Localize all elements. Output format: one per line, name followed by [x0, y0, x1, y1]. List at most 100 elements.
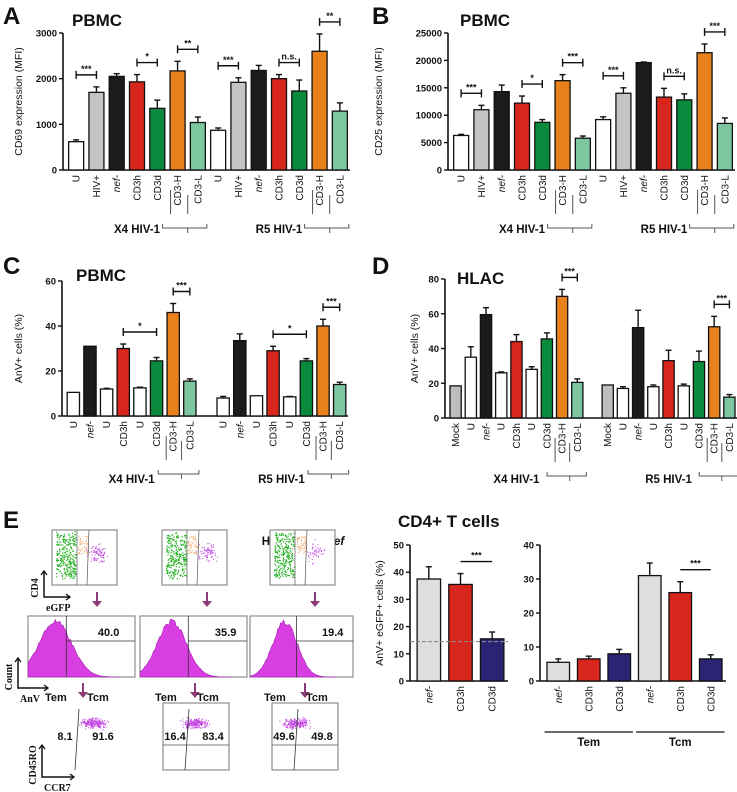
category-label: CD3-L	[725, 423, 736, 452]
bar-HIV+	[88, 91, 105, 171]
category-label: CD3h	[133, 175, 144, 201]
category-label: CD3-H	[173, 175, 184, 206]
bar-CD3d	[479, 638, 505, 682]
x-axis-label: eGFP	[46, 603, 70, 614]
category-label: CD3d	[153, 175, 164, 201]
category-label: CD3-L	[720, 175, 731, 204]
y-tick-label: 20	[393, 622, 404, 633]
category-label: CD3h	[456, 686, 467, 712]
arrowhead-icon	[202, 601, 212, 607]
category-label: CD3d	[615, 686, 626, 712]
chart-title: PBMC	[72, 11, 122, 30]
chart-2: PBMC AnV+ cells (%) 0 20 40 60 U nef- U CD3h U CD3d…	[13, 266, 350, 486]
category-label: nef-	[634, 422, 645, 440]
bar-CD3-H	[696, 52, 713, 171]
tcm-percent: 83.4	[202, 731, 224, 743]
category-label: CD3h	[664, 423, 675, 449]
bar-CD3d	[149, 360, 164, 417]
bar-nef-	[631, 326, 645, 419]
tem-gate-label: Tem	[155, 692, 177, 704]
label-connector	[157, 436, 200, 479]
chart-4: CD4+ T cells AnV+ eGFP+ cells (%) 0 10 20 30 4…	[374, 512, 508, 712]
bar-Mock	[449, 385, 462, 419]
bar-CD3-H	[169, 70, 186, 171]
y-tick-label: 25000	[416, 29, 442, 40]
y-axis-label: CD45RO	[28, 745, 39, 785]
significance-label: *	[530, 73, 534, 83]
y-tick-label: 30	[523, 575, 534, 586]
bar-CD3-L	[716, 122, 734, 171]
bar-CD3h	[576, 658, 601, 682]
bar-CD3d	[692, 360, 706, 419]
y-tick-label: 20000	[416, 56, 442, 67]
bar-CD3-H	[316, 325, 330, 417]
y-tick-label: 30	[393, 595, 404, 606]
label-connector	[546, 438, 587, 481]
chart-title: CD4+ T cells	[398, 512, 500, 531]
bar-CD3-H	[166, 311, 181, 417]
label-connector	[698, 438, 737, 481]
tem-gate-label: Tem	[45, 692, 67, 704]
category-label: nef-	[254, 174, 265, 192]
group-label: X4 HIV-1	[109, 474, 156, 486]
bar-CD3-L	[183, 380, 197, 417]
group-label: Tem	[577, 737, 600, 749]
bar-U	[282, 396, 297, 417]
y-tick-label: 10000	[416, 111, 442, 122]
y-tick-label: 0	[52, 166, 57, 177]
bar-nef-	[232, 339, 247, 417]
bar-U	[99, 388, 114, 417]
category-label: CD3h	[269, 421, 280, 447]
significance-label: ***	[81, 64, 92, 74]
y-axis-label: AnV+ cells (%)	[13, 314, 25, 383]
category-label: CD3h	[584, 686, 595, 712]
bar-CD3-H	[707, 326, 721, 419]
significance-label: ***	[608, 65, 619, 75]
chart-1: PBMC CD25 expression (MFI) 0 5000 10000 15000…	[373, 11, 735, 236]
tcm-gate-label: Tcm	[197, 692, 219, 704]
category-label: CD3d	[706, 686, 717, 712]
y-tick-label: 40	[523, 541, 534, 552]
category-label: HIV+	[619, 175, 630, 198]
bar-nef-	[546, 661, 571, 682]
group-label: R5 HIV-1	[256, 224, 303, 236]
x-axis-label: AnV	[20, 694, 41, 705]
category-label: U	[457, 175, 468, 182]
bar-U	[249, 395, 264, 417]
axis-corner: Count AnV	[4, 656, 50, 705]
y-axis-label: CD69 expression (MFI)	[13, 47, 25, 156]
y-tick-label: 5000	[421, 138, 442, 149]
bar-CD3d	[676, 99, 693, 171]
arrowhead-icon	[190, 692, 200, 698]
chart-title: PBMC	[76, 266, 126, 285]
bar-U	[133, 387, 147, 417]
category-label: CD3-H	[169, 421, 180, 452]
y-tick-label: 50	[393, 541, 404, 552]
category-label: U	[466, 423, 477, 430]
chart-0: PBMC CD69 expression (MFI) 0 1000 2000 3000 U H…	[13, 11, 350, 236]
dots	[166, 532, 218, 580]
category-label: nef-	[482, 422, 493, 440]
category-label: U	[252, 421, 263, 428]
y-tick-label: 60	[45, 277, 56, 288]
significance-label: ***	[567, 52, 578, 62]
significance-label: ***	[471, 551, 482, 561]
bar-Mock	[601, 384, 614, 419]
bar-U	[66, 391, 81, 417]
significance-label: ***	[709, 21, 720, 31]
category-label: CD3-L	[193, 175, 204, 204]
significance-label: ***	[690, 559, 701, 569]
y-tick-label: 2000	[36, 74, 57, 85]
bar-nef-	[108, 75, 125, 171]
category-label: U	[219, 421, 230, 428]
bar-CD3h	[448, 583, 473, 682]
y-tick-label: 40	[45, 322, 56, 333]
panel-letter-e: E	[3, 507, 19, 534]
category-label: CD3-H	[710, 423, 721, 454]
histogram-fill	[139, 618, 232, 678]
category-label: CD3-L	[578, 175, 589, 204]
bar-CD3d	[291, 90, 308, 171]
